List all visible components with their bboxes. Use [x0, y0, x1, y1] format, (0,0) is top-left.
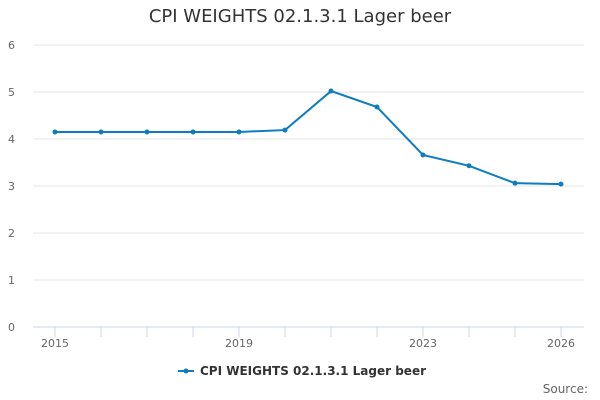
data-point[interactable]	[282, 127, 288, 133]
legend-label: CPI WEIGHTS 02.1.3.1 Lager beer	[200, 364, 426, 378]
y-tick-label: 4	[8, 133, 15, 146]
series-line[interactable]	[55, 89, 562, 186]
y-tick-label: 1	[8, 274, 15, 287]
data-point[interactable]	[190, 129, 196, 135]
data-point[interactable]	[98, 129, 104, 135]
data-point[interactable]	[420, 152, 426, 158]
x-tick-label: 2019	[225, 337, 253, 350]
data-point[interactable]	[374, 104, 380, 110]
legend[interactable]: CPI WEIGHTS 02.1.3.1 Lager beer	[0, 364, 600, 378]
data-point[interactable]	[328, 88, 334, 94]
data-point[interactable]	[144, 129, 150, 135]
data-point[interactable]	[236, 129, 242, 135]
legend-line-marker-icon	[178, 368, 194, 374]
chart-title: CPI WEIGHTS 02.1.3.1 Lager beer	[148, 6, 452, 27]
data-point[interactable]	[558, 181, 564, 187]
source-credit: Source:	[542, 382, 588, 396]
data-point[interactable]	[52, 129, 58, 135]
x-tick-label: 2015	[41, 337, 69, 350]
y-tick-label: 3	[8, 180, 15, 193]
y-tick-label: 6	[8, 39, 15, 52]
data-point[interactable]	[466, 163, 472, 169]
y-tick-label: 0	[8, 321, 15, 334]
data-point[interactable]	[512, 180, 518, 186]
y-tick-label: 2	[8, 227, 15, 240]
x-tick-label: 2026	[547, 337, 575, 350]
x-tick-label: 2023	[409, 337, 437, 350]
y-tick-label: 5	[8, 86, 15, 99]
